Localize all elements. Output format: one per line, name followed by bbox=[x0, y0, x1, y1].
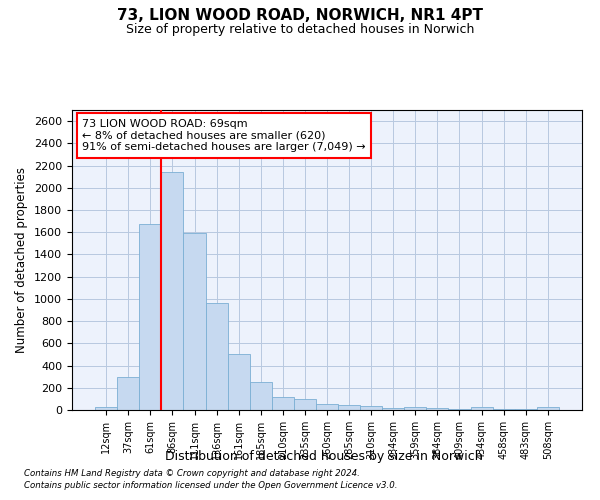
Y-axis label: Number of detached properties: Number of detached properties bbox=[16, 167, 28, 353]
Text: Contains public sector information licensed under the Open Government Licence v3: Contains public sector information licen… bbox=[24, 481, 398, 490]
Bar bbox=[427, 408, 448, 410]
Bar bbox=[161, 172, 184, 410]
Bar bbox=[338, 405, 360, 410]
Bar bbox=[360, 406, 382, 410]
Text: Distribution of detached houses by size in Norwich: Distribution of detached houses by size … bbox=[165, 450, 483, 463]
Text: Size of property relative to detached houses in Norwich: Size of property relative to detached ho… bbox=[126, 22, 474, 36]
Bar bbox=[184, 234, 206, 410]
Text: 73 LION WOOD ROAD: 69sqm
← 8% of detached houses are smaller (620)
91% of semi-d: 73 LION WOOD ROAD: 69sqm ← 8% of detache… bbox=[82, 119, 366, 152]
Bar bbox=[272, 396, 294, 410]
Bar bbox=[227, 354, 250, 410]
Text: 73, LION WOOD ROAD, NORWICH, NR1 4PT: 73, LION WOOD ROAD, NORWICH, NR1 4PT bbox=[117, 8, 483, 22]
Bar bbox=[139, 224, 161, 410]
Bar bbox=[404, 406, 427, 410]
Bar bbox=[117, 376, 139, 410]
Bar bbox=[206, 304, 227, 410]
Bar bbox=[250, 382, 272, 410]
Bar bbox=[382, 408, 404, 410]
Bar bbox=[95, 407, 117, 410]
Bar bbox=[316, 404, 338, 410]
Bar bbox=[493, 409, 515, 410]
Bar bbox=[448, 409, 470, 410]
Bar bbox=[537, 407, 559, 410]
Bar bbox=[470, 407, 493, 410]
Text: Contains HM Land Registry data © Crown copyright and database right 2024.: Contains HM Land Registry data © Crown c… bbox=[24, 468, 360, 477]
Bar bbox=[294, 399, 316, 410]
